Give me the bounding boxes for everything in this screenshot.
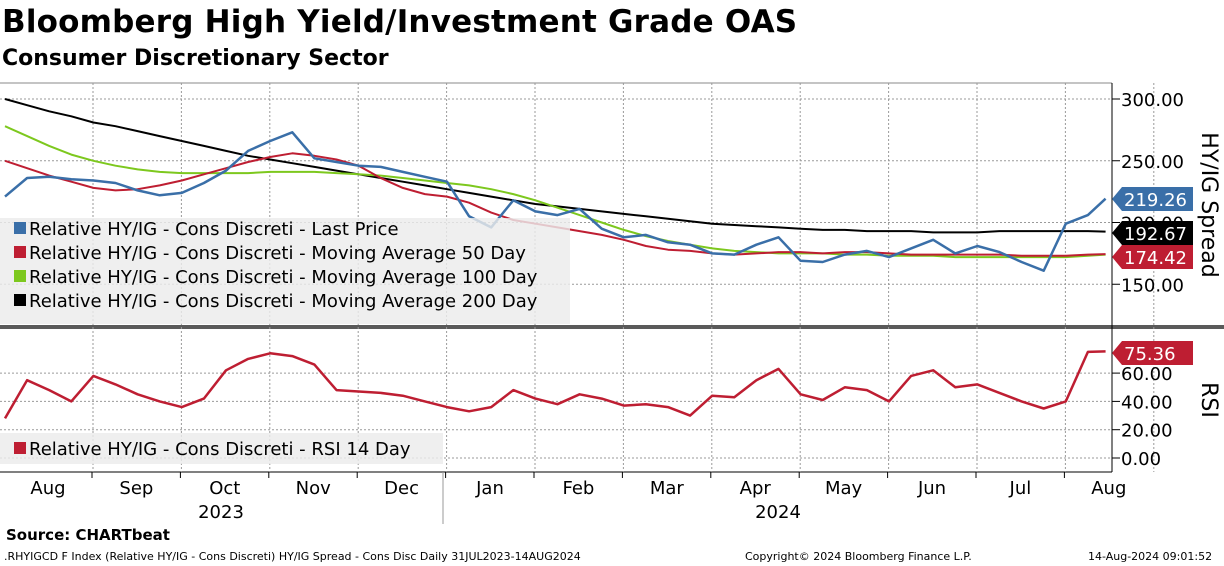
rsi-legend-box <box>0 433 443 464</box>
last-value-tag-bg <box>1112 245 1193 269</box>
last-value-tag: 75.36 <box>1112 341 1193 365</box>
legend-swatch <box>14 442 26 454</box>
panel-divider <box>0 325 1224 329</box>
copyright: Copyright© 2024 Bloomberg Finance L.P. <box>745 550 972 563</box>
month-label: Mar <box>650 478 685 499</box>
rsi-tick-label: 20.00 <box>1121 421 1173 442</box>
rsi-tick-label: 40.00 <box>1121 392 1173 413</box>
index-description: .RHYIGCD F Index (Relative HY/IG - Cons … <box>4 550 581 563</box>
price-tick-label: 300.00 <box>1121 90 1184 111</box>
legend-label: Relative HY/IG - Cons Discreti - RSI 14 … <box>29 439 411 460</box>
legend-swatch <box>14 294 26 306</box>
year-label: 2024 <box>755 502 801 523</box>
source-label: Source: CHARTbeat <box>6 526 170 544</box>
legend-label: Relative HY/IG - Cons Discreti - Moving … <box>29 243 526 264</box>
last-value-tag-bg <box>1112 221 1193 245</box>
chart-area: 150.00200.00250.00300.000.0020.0040.0060… <box>0 82 1224 524</box>
month-label: Jun <box>917 478 946 499</box>
rsi-tick-label: 0.00 <box>1121 449 1161 470</box>
last-value-tag: 219.26 <box>1112 187 1193 211</box>
legend-label: Relative HY/IG - Cons Discreti - Moving … <box>29 291 538 312</box>
legend-swatch <box>14 222 26 234</box>
last-value-tag-text: 192.67 <box>1124 224 1187 245</box>
month-label: Jan <box>475 478 504 499</box>
rsi-line <box>3 350 1106 420</box>
month-label: May <box>825 478 863 499</box>
legend-swatch <box>14 246 26 258</box>
month-label: Dec <box>384 478 419 499</box>
last-value-tag-text: 75.36 <box>1124 344 1176 365</box>
price-tick-label: 250.00 <box>1121 152 1184 173</box>
month-label: Apr <box>740 478 772 499</box>
ma100-line <box>4 125 1106 259</box>
month-label: Nov <box>296 478 331 499</box>
price-axis-title: HY/IG Spread <box>1196 132 1221 277</box>
legend-label: Relative HY/IG - Cons Discreti - Last Pr… <box>29 219 399 240</box>
timestamp: 14-Aug-2024 09:01:52 <box>1088 550 1213 563</box>
chart-title: Bloomberg High Yield/Investment Grade OA… <box>2 4 798 40</box>
month-label: Sep <box>119 478 153 499</box>
month-label: Aug <box>1091 478 1126 499</box>
month-label: Jul <box>1009 478 1032 499</box>
month-label: Aug <box>30 478 65 499</box>
last-value-tag-text: 174.42 <box>1124 248 1187 269</box>
year-label: 2023 <box>198 502 244 523</box>
legend-label: Relative HY/IG - Cons Discreti - Moving … <box>29 267 538 288</box>
last-value-tag-bg <box>1112 341 1193 365</box>
rsi-tick-label: 60.00 <box>1121 364 1173 385</box>
month-label: Oct <box>209 478 240 499</box>
last-value-tag-bg <box>1112 187 1193 211</box>
last-value-tag: 174.42 <box>1112 245 1193 269</box>
month-label: Feb <box>562 478 594 499</box>
last-price-line <box>4 131 1107 272</box>
price-tick-label: 150.00 <box>1121 275 1184 296</box>
ma200-line <box>4 98 1106 234</box>
last-value-tag-text: 219.26 <box>1124 190 1187 211</box>
chart-subtitle: Consumer Discretionary Sector <box>2 46 389 71</box>
price-legend-box <box>0 218 570 324</box>
rsi-axis-title: RSI <box>1196 382 1221 418</box>
legend-swatch <box>14 270 26 282</box>
last-value-tag: 192.67 <box>1112 221 1193 245</box>
